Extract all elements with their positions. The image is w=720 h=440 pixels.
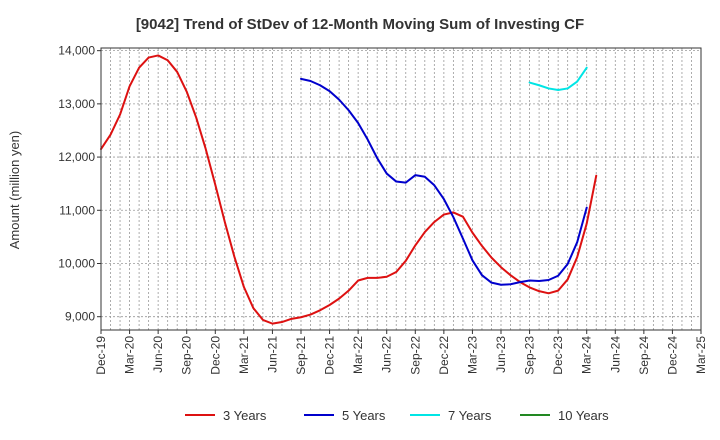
x-tick-label: Jun-23	[494, 336, 508, 373]
x-tick-label: Sep-21	[294, 336, 308, 375]
x-tick-label: Sep-23	[523, 336, 537, 375]
x-tick-label: Mar-22	[351, 336, 365, 374]
x-tick-label: Sep-24	[637, 336, 651, 375]
legend-label: 3 Years	[223, 408, 267, 423]
legend-label: 5 Years	[342, 408, 386, 423]
legend-label: 10 Years	[558, 408, 609, 423]
x-tick-label: Mar-25	[694, 336, 708, 374]
x-tick-label: Jun-20	[151, 336, 165, 373]
x-tick-label: Jun-21	[265, 336, 279, 373]
x-tick-label: Mar-24	[580, 336, 594, 374]
series-lines	[100, 54, 598, 325]
series-line-7-years	[528, 66, 588, 92]
plot-area	[100, 47, 702, 331]
x-tick-labels: Dec-19 Mar-20 Jun-20 Sep-20 Dec-20 Mar-21 Jun-…	[94, 330, 708, 375]
x-tick-label: Dec-22	[437, 336, 451, 375]
y-tick-labels: 9,000 10,000 11,000 12,000 13,000 14,000	[58, 44, 101, 324]
y-tick-label: 9,000	[65, 310, 95, 324]
series-line-5-years	[300, 77, 588, 286]
x-tick-label: Jun-22	[380, 336, 394, 373]
chart-title: [9042] Trend of StDev of 12-Month Moving…	[136, 16, 584, 33]
x-tick-label: Dec-24	[665, 336, 679, 375]
x-tick-label: Sep-20	[180, 336, 194, 375]
y-tick-label: 12,000	[58, 150, 95, 164]
x-tick-label: Dec-20	[208, 336, 222, 375]
y-tick-label: 13,000	[58, 97, 95, 111]
y-axis-label: Amount (million yen)	[7, 131, 22, 250]
y-tick-label: 14,000	[58, 44, 95, 58]
legend-label: 7 Years	[448, 408, 492, 423]
x-tick-label: Dec-21	[323, 336, 337, 375]
series-line-3-years	[100, 54, 598, 325]
y-tick-label: 11,000	[59, 203, 95, 217]
x-tick-label: Mar-23	[465, 336, 479, 374]
x-tick-label: Jun-24	[608, 336, 622, 373]
x-tick-label: Dec-19	[94, 336, 108, 375]
x-tick-label: Dec-23	[551, 336, 565, 375]
legend: 3 Years 5 Years 7 Years 10 Years	[185, 408, 609, 423]
x-tick-label: Mar-20	[123, 336, 137, 374]
x-tick-label: Mar-21	[237, 336, 251, 374]
grid	[101, 48, 701, 330]
y-tick-label: 10,000	[58, 256, 95, 270]
x-tick-label: Sep-22	[408, 336, 422, 375]
